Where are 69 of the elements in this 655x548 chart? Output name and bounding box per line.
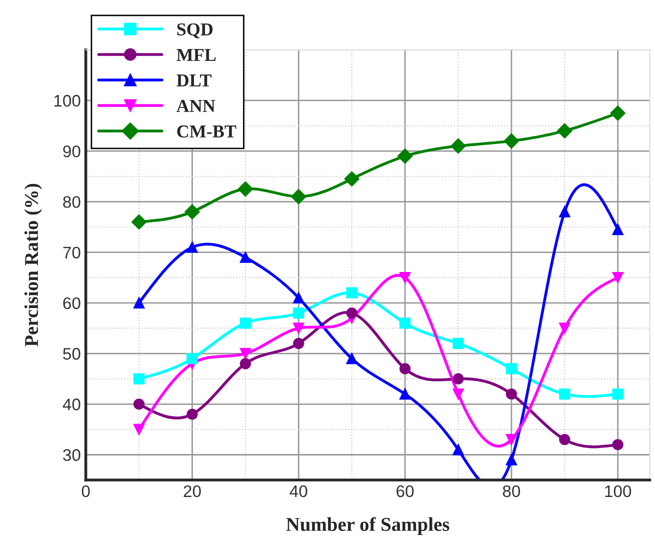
point [186,242,198,253]
point [452,444,464,456]
point [133,373,145,384]
point [612,224,624,236]
point [610,106,626,121]
point [240,318,251,329]
point [506,363,517,374]
x-tick-label: 40 [290,485,308,498]
point [506,388,517,400]
point [293,307,304,319]
point [559,434,570,446]
point [452,338,464,349]
y-tick-label: 30 [63,449,80,461]
point [240,348,251,360]
point [240,252,251,263]
point [399,272,411,284]
point [557,123,572,138]
point [506,434,517,446]
point [399,388,411,400]
legend-label: DLT [176,74,212,86]
point [186,353,198,364]
legend-label: MFL [176,49,216,61]
point [612,272,624,284]
y-tick-label: 90 [63,145,80,158]
x-tick-label: 0 [82,485,90,498]
y-tick-label: 100 [54,94,80,107]
point [450,138,466,154]
x-tick-label: 60 [396,485,414,498]
y-tick-label: 60 [63,297,80,310]
point [240,358,251,370]
point [293,322,304,334]
point [452,388,464,400]
point [399,363,411,374]
point [184,204,200,220]
point [452,373,464,384]
point [131,214,147,230]
x-axis-title: Number of Samples [286,517,450,535]
y-axis-title: Percision Ratio (%) [24,184,42,347]
x-tick-label: 80 [502,485,520,498]
point [559,206,570,218]
x-tick-label: 20 [184,485,201,498]
point [238,181,253,197]
point [133,398,145,410]
point [504,133,519,149]
point [612,439,624,450]
point [293,292,304,304]
point [291,189,306,204]
point [133,424,145,435]
x-tick-label: 100 [605,485,632,498]
point [346,287,358,298]
point [186,408,198,420]
point [559,388,570,400]
y-tick-label: 80 [63,196,80,208]
legend-label: ANN [176,100,216,112]
y-tick-label: 70 [63,246,80,259]
y-tick-label: 40 [62,398,80,410]
y-tick-label: 50 [63,348,80,360]
point [506,454,517,466]
point [344,171,360,186]
point [399,318,411,329]
point [612,388,624,400]
point [346,307,358,319]
point [293,338,304,349]
point [133,297,145,308]
point [397,148,413,164]
legend-label: CM-BT [177,125,236,138]
point [346,353,358,364]
legend-label: SQD [177,23,213,38]
point [559,322,570,334]
